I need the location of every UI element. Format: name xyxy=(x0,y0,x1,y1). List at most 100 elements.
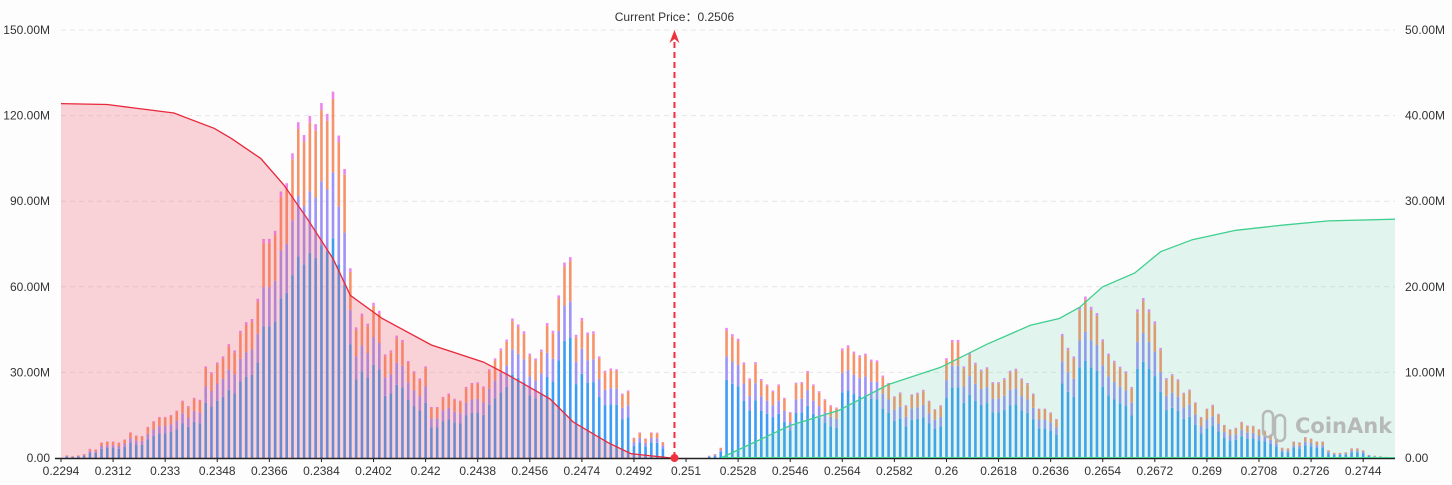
bar-segment xyxy=(522,331,526,334)
bar-segment xyxy=(1251,432,1255,439)
bar-segment xyxy=(1026,412,1029,458)
bar-segment xyxy=(105,445,109,449)
bar-segment xyxy=(823,399,827,401)
bar-segment xyxy=(383,354,387,357)
bar-segment xyxy=(354,356,358,380)
bar-segment xyxy=(1003,379,1006,396)
bar-segment xyxy=(893,397,896,410)
bar-segment xyxy=(545,376,549,458)
bar-segment xyxy=(401,387,404,458)
bar-segment xyxy=(1275,439,1278,444)
bar-segment xyxy=(349,309,352,345)
bar-segment xyxy=(1003,410,1006,458)
bar-segment xyxy=(927,423,931,458)
bar-segment xyxy=(545,323,549,326)
bar-segment xyxy=(759,410,763,458)
bar-segment xyxy=(169,424,173,433)
bar-segment xyxy=(563,266,566,306)
bar-segment xyxy=(244,376,248,458)
bar-segment xyxy=(1118,368,1122,387)
bar-segment xyxy=(273,230,277,236)
bar-segment xyxy=(1113,382,1116,400)
bar-segment xyxy=(887,384,890,400)
bar-segment xyxy=(123,446,126,458)
bar-segment xyxy=(661,445,665,449)
bar-segment xyxy=(123,439,126,444)
bar-segment xyxy=(296,196,300,257)
bar-segment xyxy=(459,413,462,424)
bar-segment xyxy=(974,400,977,458)
bar-segment xyxy=(922,391,925,405)
bar-segment xyxy=(1095,313,1099,316)
bar-segment xyxy=(1217,431,1220,458)
bar-segment xyxy=(655,432,659,434)
bar-segment xyxy=(453,398,456,400)
x-tick-label: 0.2492 xyxy=(616,464,653,478)
bar-segment xyxy=(1113,360,1116,363)
bar-segment xyxy=(1222,424,1226,426)
bar-segment xyxy=(1095,370,1099,458)
bar-segment xyxy=(1159,391,1162,458)
bar-segment xyxy=(731,383,734,458)
bar-segment xyxy=(1136,309,1139,313)
bar-segment xyxy=(985,368,989,388)
bar-segment xyxy=(875,399,879,458)
bar-segment xyxy=(817,392,821,407)
bar-segment xyxy=(626,390,630,392)
bar-segment xyxy=(1147,309,1151,313)
bar-segment xyxy=(812,384,815,386)
bar-segment xyxy=(192,398,196,411)
bar-segment xyxy=(140,444,144,458)
bar-segment xyxy=(1205,409,1209,420)
bar-segment xyxy=(597,356,601,359)
bar-segment xyxy=(707,456,711,458)
bar-segment xyxy=(1170,392,1174,408)
bar-segment xyxy=(881,375,885,378)
bar-segment xyxy=(841,372,844,393)
y-left-tick-label: 60.00M xyxy=(10,280,50,294)
bar-segment xyxy=(950,339,954,343)
bar-segment xyxy=(985,387,989,404)
bar-segment xyxy=(1072,396,1076,458)
bar-segment xyxy=(314,124,317,131)
bar-segment xyxy=(163,426,167,434)
bar-segment xyxy=(94,452,98,458)
bar-segment xyxy=(1003,395,1006,411)
bar-segment xyxy=(1332,452,1336,455)
bar-segment xyxy=(881,408,885,458)
bar-segment xyxy=(800,382,804,384)
bar-segment xyxy=(1234,439,1238,458)
bar-segment xyxy=(1170,407,1174,458)
bar-segment xyxy=(1350,452,1353,458)
x-tick-label: 0.2366 xyxy=(251,464,288,478)
logo-pill-right xyxy=(1273,413,1287,443)
bar-segment xyxy=(580,320,584,349)
bar-segment xyxy=(412,406,416,458)
bar-segment xyxy=(233,352,236,375)
bar-segment xyxy=(325,189,329,252)
bar-segment xyxy=(950,387,954,458)
bar-segment xyxy=(424,402,427,458)
bar-segment xyxy=(1113,399,1116,458)
bar-segment xyxy=(516,327,520,354)
bar-segment xyxy=(794,382,798,385)
x-tick-label: 0.242 xyxy=(411,464,441,478)
bar-segment xyxy=(1031,407,1035,420)
bar-segment xyxy=(846,390,850,458)
bar-segment xyxy=(1257,435,1261,441)
x-tick-label: 0.233 xyxy=(150,464,180,478)
bar-segment xyxy=(227,389,231,458)
bar-segment xyxy=(1350,450,1353,453)
bar-segment xyxy=(499,372,503,393)
bar-segment xyxy=(1066,391,1070,458)
bar-segment xyxy=(337,135,341,143)
bar-segment xyxy=(175,429,179,458)
bar-segment xyxy=(476,383,479,399)
bar-segment xyxy=(175,411,179,421)
bar-segment xyxy=(835,427,838,458)
bar-segment xyxy=(499,392,503,458)
bar-segment xyxy=(777,384,780,386)
bar-segment xyxy=(962,366,966,369)
bar-segment xyxy=(146,426,150,428)
bar-segment xyxy=(349,271,352,310)
